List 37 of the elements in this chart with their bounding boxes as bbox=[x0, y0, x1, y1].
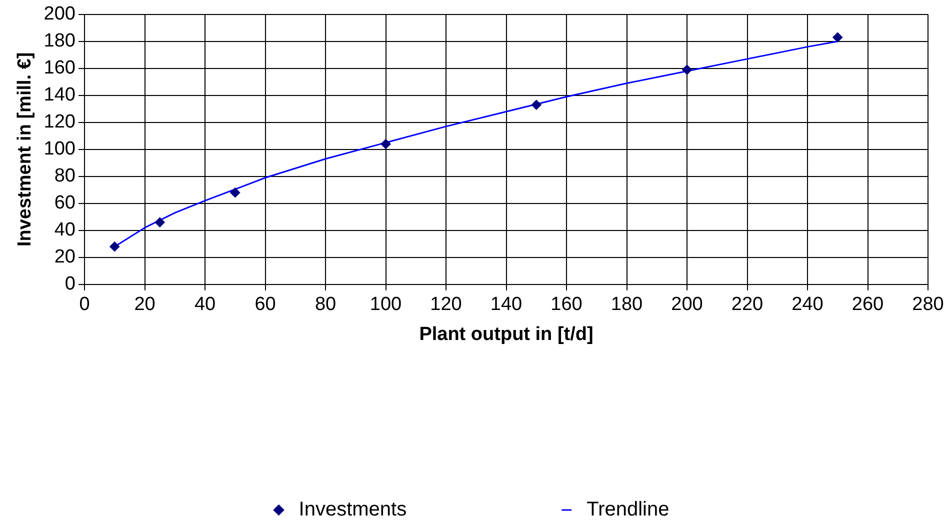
y-tick-label: 40 bbox=[54, 220, 76, 241]
x-tick-label: 0 bbox=[79, 294, 90, 316]
x-tick-label: 60 bbox=[254, 294, 276, 316]
x-tick-label: 140 bbox=[490, 294, 522, 316]
y-tick-label: 80 bbox=[54, 166, 76, 187]
point bbox=[154, 217, 165, 228]
y-tick-label: 180 bbox=[44, 30, 76, 52]
y-tick-label: 160 bbox=[44, 58, 76, 79]
x-tick-label: 180 bbox=[610, 294, 643, 316]
x-tick-label: 280 bbox=[912, 294, 944, 316]
x-tick-label: 80 bbox=[314, 294, 336, 316]
point bbox=[110, 242, 120, 252]
x-axis-title: Plant output in [t/d] bbox=[419, 324, 594, 345]
y-tick-label: 120 bbox=[44, 112, 76, 133]
y-tick-label: 0 bbox=[64, 274, 76, 295]
y-axis-title: Investment in [mill. €] bbox=[14, 52, 36, 247]
x-tick-label: 20 bbox=[134, 294, 156, 316]
y-tick-label: 100 bbox=[44, 138, 76, 160]
y-tick-label: 20 bbox=[54, 246, 76, 268]
x-tick-label: 200 bbox=[671, 294, 703, 316]
y-tick-label: 200 bbox=[44, 4, 76, 25]
point bbox=[380, 139, 391, 149]
y-tick-label: 140 bbox=[44, 84, 76, 106]
x-tick-label: 260 bbox=[852, 294, 884, 316]
x-tick-label: 100 bbox=[370, 294, 402, 316]
x-tick-label: 160 bbox=[550, 294, 582, 316]
point bbox=[832, 32, 843, 42]
x-tick-label: 240 bbox=[792, 294, 824, 316]
legend-label: Trendline bbox=[586, 498, 670, 521]
point bbox=[682, 64, 692, 75]
point bbox=[230, 188, 240, 198]
x-tick-label: 220 bbox=[731, 294, 764, 316]
y-tick-label: 60 bbox=[54, 192, 76, 214]
x-tick-label: 40 bbox=[194, 294, 216, 316]
legend-label: Investments bbox=[298, 498, 407, 521]
x-tick-label: 120 bbox=[430, 294, 462, 316]
point bbox=[531, 100, 542, 110]
